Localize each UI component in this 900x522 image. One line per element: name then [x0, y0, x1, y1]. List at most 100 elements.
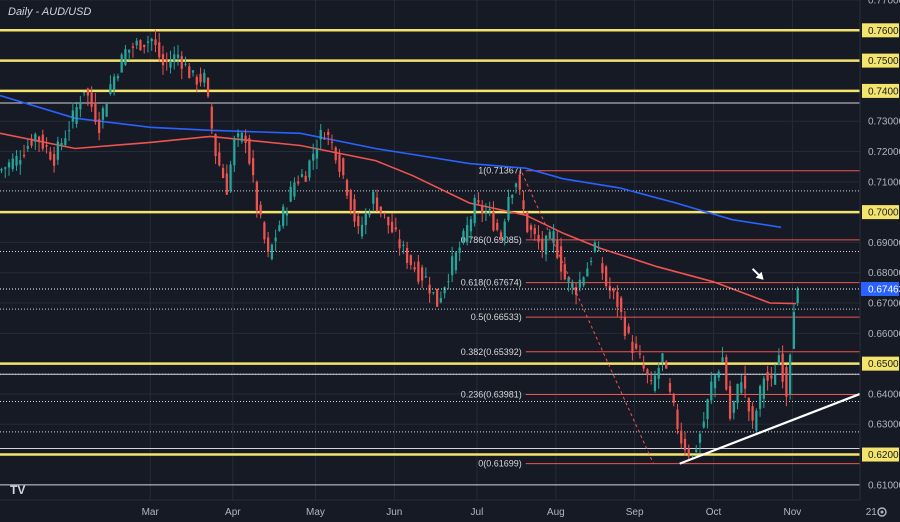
candle-body: [19, 160, 22, 165]
candle-body: [131, 46, 135, 48]
candle-body: [755, 410, 758, 431]
candle-body: [334, 147, 337, 161]
candle-body: [22, 154, 26, 157]
fib-level-label: 0.5(0.66533): [471, 312, 522, 322]
candle-body: [544, 235, 548, 255]
candle-body: [503, 221, 506, 241]
candle-body: [466, 225, 469, 242]
candle-body: [642, 364, 645, 369]
candle-body: [736, 383, 739, 403]
candle-body: [586, 268, 589, 277]
candle-body: [698, 433, 702, 443]
candle-body: [330, 141, 334, 143]
key-level-price-tag: [862, 447, 899, 462]
candle-body: [323, 138, 326, 140]
candle-body: [462, 230, 465, 243]
candle-body: [240, 132, 243, 142]
candle-body: [282, 206, 285, 227]
candle-body: [601, 263, 604, 274]
candle-body: [375, 197, 379, 212]
candle-body: [447, 281, 450, 283]
drawings[interactable]: [0, 172, 861, 465]
candle-body: [101, 108, 105, 120]
fib-level-label: 0(0.61699): [478, 459, 522, 469]
candle-body: [661, 353, 664, 363]
candle-body: [537, 234, 540, 242]
candle-body: [82, 92, 86, 94]
candle-body: [41, 134, 44, 149]
candle-body: [424, 276, 427, 278]
candle-body: [589, 261, 593, 263]
candle-body: [372, 191, 375, 204]
candle-body: [244, 135, 247, 144]
arrow-annotation-icon[interactable]: [751, 268, 764, 280]
candle-body: [188, 66, 191, 79]
candle-body: [402, 244, 405, 246]
candle-body: [680, 430, 683, 444]
candle-body: [762, 378, 765, 399]
candle-body: [721, 357, 724, 362]
candle-body: [158, 42, 161, 58]
candle-body: [691, 455, 694, 457]
candle-body: [315, 148, 319, 159]
uptrend-line[interactable]: [679, 392, 861, 465]
candle-body: [789, 354, 792, 395]
candle-body: [507, 196, 510, 220]
candle-body: [481, 205, 484, 214]
candle-body: [364, 213, 367, 226]
candle-body: [94, 102, 97, 122]
candle-body: [777, 355, 781, 365]
candle-body: [773, 374, 777, 385]
candle-body: [327, 131, 330, 136]
candle-body: [646, 369, 649, 376]
candle-body: [567, 277, 570, 283]
candle-body: [199, 73, 202, 83]
candle-body: [26, 146, 29, 149]
candle-body: [623, 317, 627, 336]
candle-body: [747, 398, 750, 412]
tradingview-logo-icon[interactable]: TV: [10, 483, 25, 497]
candle-body: [143, 44, 146, 48]
moving-averages: [0, 94, 797, 305]
candle-body: [398, 239, 401, 249]
candle-body: [710, 381, 713, 401]
gear-icon[interactable]: [877, 507, 887, 517]
candle-body: [289, 186, 292, 202]
fibonacci-retracement[interactable]: 1(0.71367) 0.786(0.69085) 0.618(0.67674) 0.…: [461, 166, 860, 469]
time-axis[interactable]: Mar Apr May Jun Jul Aug Sep Oct Nov 21: [0, 499, 900, 522]
fib-swing-line[interactable]: [521, 172, 654, 464]
current-price-label: 0.67463: [868, 285, 900, 296]
price-axis-bg: [860, 0, 900, 522]
candle-body: [300, 174, 304, 177]
candle-body: [11, 158, 14, 170]
candle-body: [79, 103, 82, 110]
candle-body: [360, 224, 364, 237]
time-axis-label: May: [306, 507, 325, 518]
moving-average-line: [0, 132, 797, 305]
candle-body: [203, 72, 206, 83]
candle-body: [165, 59, 168, 62]
candle-body: [785, 367, 788, 397]
candle-body: [357, 216, 360, 227]
candle-body: [128, 49, 131, 53]
candle-body: [4, 167, 7, 169]
candle-body: [98, 119, 101, 133]
candle-body: [706, 399, 709, 420]
candle-body: [146, 41, 150, 43]
candle-body: [612, 288, 615, 292]
candle-body: [526, 211, 529, 232]
candle-body: [45, 145, 48, 147]
candle-body: [496, 222, 499, 230]
candle-body: [469, 219, 473, 232]
candle-body: [728, 385, 732, 419]
time-axis-label: Sep: [626, 507, 644, 518]
candle-body: [650, 379, 653, 381]
chart-title: Daily - AUD/USD: [8, 6, 91, 18]
candle-body: [169, 60, 172, 68]
